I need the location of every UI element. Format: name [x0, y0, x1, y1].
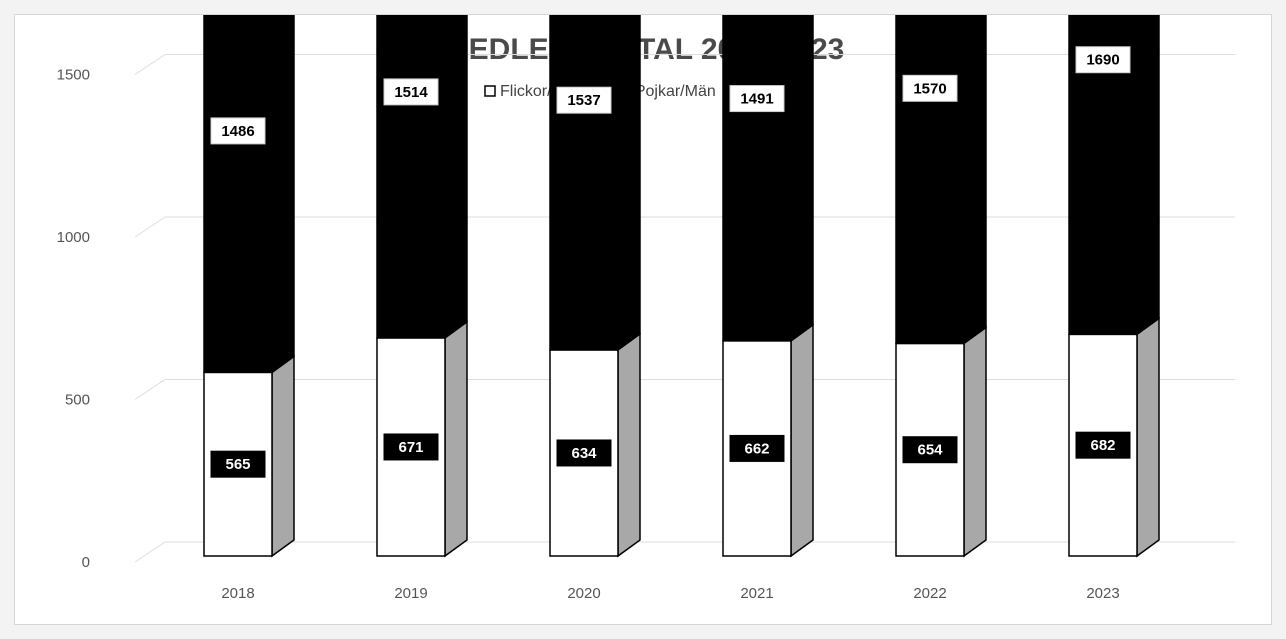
bar-segment	[376, 15, 468, 340]
data-label: 1537	[556, 86, 612, 114]
gridline-depth	[134, 379, 166, 400]
data-label: 1570	[902, 74, 958, 102]
legend-swatch	[484, 85, 496, 97]
svg-text:634: 634	[571, 445, 597, 462]
data-label: 654	[902, 436, 958, 464]
bar-segment	[376, 320, 468, 558]
svg-text:1537: 1537	[567, 92, 600, 109]
y-axis: 05001000150020002500	[57, 67, 90, 572]
data-label: 1486	[210, 117, 266, 145]
svg-text:662: 662	[744, 440, 769, 457]
bar-segment	[895, 325, 987, 558]
data-label: 671	[383, 433, 439, 461]
y-tick-label: 1500	[57, 67, 90, 84]
x-axis: 2018 2019 2020 2021 2022 2023	[221, 585, 1119, 602]
gridlines	[134, 54, 1235, 563]
x-tick-label: 2020	[567, 585, 600, 602]
y-tick-label: 500	[65, 392, 90, 409]
svg-text:654: 654	[917, 442, 943, 459]
bar-segment	[722, 15, 814, 343]
svg-text:1514: 1514	[394, 84, 428, 101]
y-tick-label: 0	[82, 554, 90, 571]
bar-segment	[549, 15, 641, 352]
svg-text:1486: 1486	[221, 123, 254, 140]
svg-text:1690: 1690	[1086, 52, 1119, 69]
x-tick-label: 2019	[394, 585, 427, 602]
bar-segment	[203, 15, 295, 374]
data-label: 662	[729, 434, 785, 462]
data-label: 634	[556, 439, 612, 467]
data-labels: 565 1486 671 1514 634 1537 662 1491 654 1570 682 16…	[210, 46, 1131, 478]
svg-text:1570: 1570	[913, 80, 946, 97]
data-label: 1690	[1075, 46, 1131, 74]
svg-text:682: 682	[1090, 437, 1115, 454]
gridline-depth	[134, 216, 166, 238]
x-tick-label: 2022	[913, 585, 946, 602]
svg-text:671: 671	[398, 439, 423, 456]
gridline-depth	[134, 541, 166, 563]
data-label: 682	[1075, 431, 1131, 459]
data-label: 565	[210, 450, 266, 478]
y-tick-label: 1000	[57, 229, 90, 246]
svg-text:565: 565	[225, 456, 250, 473]
bar-segment	[895, 15, 987, 345]
x-tick-label: 2021	[740, 585, 773, 602]
x-tick-label: 2023	[1086, 585, 1119, 602]
chart-frame: MEDLEMSANTAL 2017-2023 Flickor/KvinnorPo…	[14, 14, 1272, 625]
data-label: 1491	[729, 85, 785, 113]
x-tick-label: 2018	[221, 585, 254, 602]
data-label: 1514	[383, 78, 439, 106]
legend-label: Pojkar/Män	[635, 83, 716, 100]
svg-text:1491: 1491	[740, 91, 773, 108]
stacked-bar-chart: MEDLEMSANTAL 2017-2023 Flickor/KvinnorPo…	[57, 15, 1235, 602]
gridline-depth	[134, 54, 166, 75]
